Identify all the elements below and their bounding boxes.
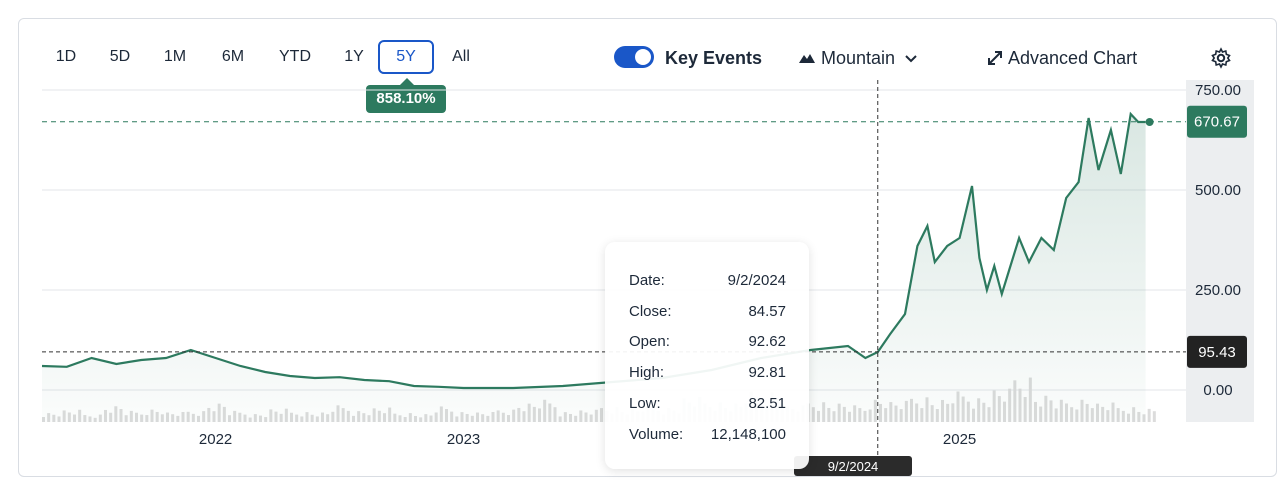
tooltip-high-row: High: 92.81 — [629, 364, 786, 381]
y-tick-label: 750.00 — [1195, 82, 1241, 99]
price-area — [42, 114, 1146, 422]
tooltip-label: Date: — [629, 272, 665, 289]
range-1y-button[interactable]: 1Y — [344, 48, 364, 65]
gear-icon — [1211, 47, 1231, 69]
tooltip-date-row: Date: 9/2/2024 — [629, 272, 786, 289]
range-1d-button[interactable]: 1D — [55, 48, 77, 65]
tooltip-close-row: Close: 84.57 — [629, 303, 786, 320]
key-events-toggle[interactable] — [614, 46, 654, 68]
tooltip-value: 82.51 — [748, 395, 786, 412]
range-5y-button[interactable]: 5Y — [378, 40, 434, 74]
toggle-knob — [635, 49, 651, 65]
chart-frame — [18, 18, 1277, 477]
volume-bar — [1152, 411, 1156, 422]
data-tooltip: Date: 9/2/2024 Close: 84.57 Open: 92.62 Hig… — [605, 242, 809, 469]
tooltip-open-row: Open: 92.62 — [629, 333, 786, 350]
chevron-down-icon — [905, 55, 917, 63]
tooltip-value: 12,148,100 — [710, 426, 786, 443]
tooltip-low-row: Low: 82.51 — [629, 395, 786, 412]
last-price-tag — [1187, 105, 1247, 138]
x-tick-label: 2023 — [447, 431, 480, 448]
crosshair-price-tag — [1187, 335, 1247, 368]
crosshair-date-tag — [794, 456, 912, 476]
key-events-label: Key Events — [665, 48, 763, 68]
expand-icon — [988, 51, 1002, 65]
tooltip-value: 92.62 — [748, 333, 786, 350]
volume-bar — [1147, 408, 1151, 422]
tooltip-label: Volume: — [629, 426, 684, 443]
tooltip-value: 9/2/2024 — [727, 272, 786, 289]
chart-type-label: Mountain — [821, 48, 896, 68]
tooltip-label: High: — [629, 364, 665, 381]
tooltip-label: Low: — [629, 395, 661, 412]
range-1m-button[interactable]: 1M — [163, 48, 187, 65]
crosshair-price-label: 95.43 — [1198, 344, 1236, 361]
tooltip-label: Close: — [629, 303, 672, 320]
y-tick-label: 250.00 — [1195, 282, 1241, 299]
price-line — [41, 111, 1146, 390]
range-5d-button[interactable]: 5D — [109, 48, 131, 65]
chart-type-selector[interactable]: Mountain — [798, 46, 918, 70]
tooltip-label: Open: — [629, 333, 670, 350]
advanced-chart-button[interactable]: Advanced Chart — [986, 46, 1137, 70]
x-tick-label: 2025 — [943, 431, 976, 448]
range-all-button[interactable]: All — [452, 48, 470, 65]
range-ytd-button[interactable]: YTD — [279, 48, 311, 65]
crosshair-date-label: 9/2/2024 — [828, 459, 879, 474]
tooltip-volume-row: Volume: 12,148,100 — [629, 426, 786, 443]
last-price-tag-label: 670.67 — [1194, 114, 1240, 131]
advanced-chart-label: Advanced Chart — [1008, 48, 1138, 68]
settings-button[interactable] — [1210, 47, 1232, 69]
mountain-icon — [799, 54, 815, 63]
y-tick-label: 500.00 — [1195, 182, 1241, 199]
tooltip-value: 92.81 — [748, 364, 786, 381]
range-6m-button[interactable]: 6M — [221, 48, 245, 65]
tooltip-value: 84.57 — [748, 303, 786, 320]
x-tick-label: 2022 — [199, 431, 232, 448]
y-tick-label: 0.00 — [1203, 382, 1232, 399]
